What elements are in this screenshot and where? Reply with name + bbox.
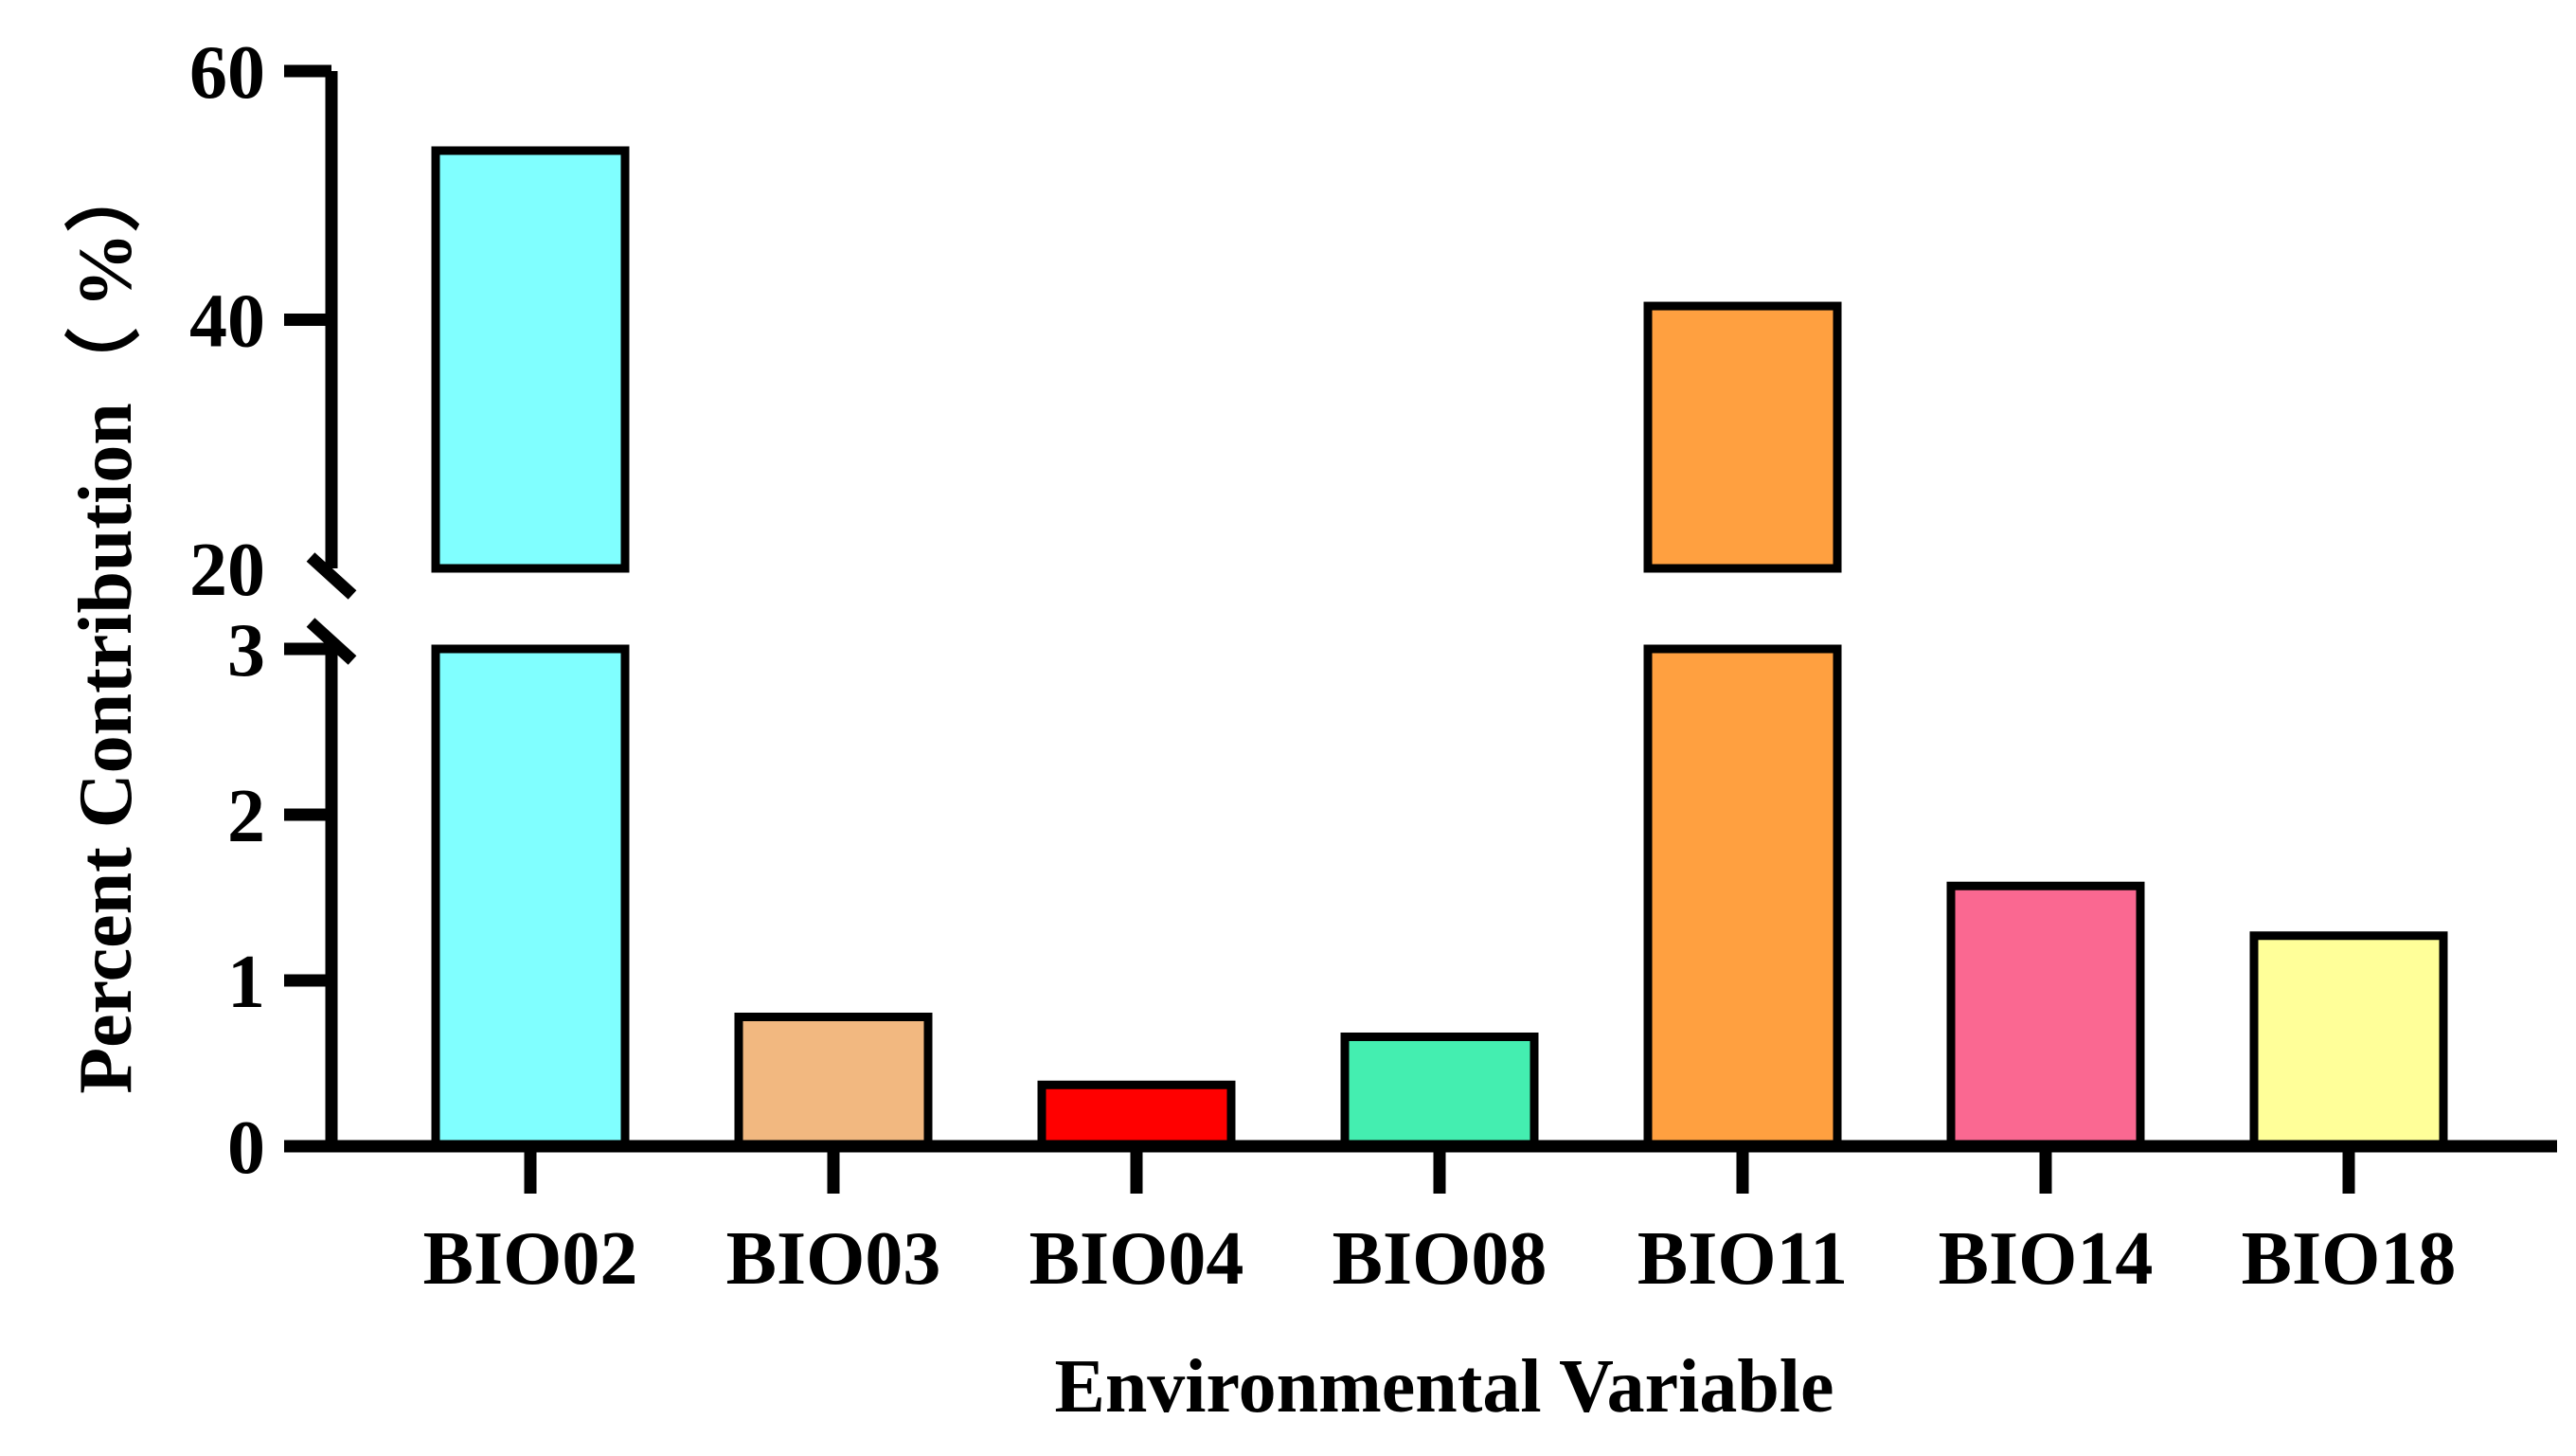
bar-bio11-upper (1643, 301, 1842, 573)
axis-break-mark-upper (306, 552, 357, 600)
axis-break-mark-lower (306, 618, 357, 665)
bar-bio03 (734, 1013, 933, 1151)
x-tick-label-bio02: BIO02 (423, 1217, 638, 1301)
bar-bio08 (1340, 1033, 1539, 1151)
bar-bio14 (1946, 881, 2145, 1151)
chart-marks (350, 146, 2557, 1151)
axis-break-gap (350, 576, 2557, 641)
bar-bio02-lower (431, 644, 630, 1151)
bar-bio18 (2249, 931, 2448, 1151)
x-tick-label-bio03: BIO03 (726, 1217, 941, 1301)
y-tick-label-upper-0: 20 (189, 529, 265, 612)
bar-bio04 (1037, 1080, 1236, 1151)
x-tick-label-bio04: BIO04 (1029, 1217, 1244, 1301)
bar-bio02-upper (431, 146, 630, 573)
x-axis-title: Environmental Variable (1054, 1345, 1834, 1429)
y-tick-label-upper-2: 60 (189, 31, 265, 115)
bar-bio11-lower (1643, 644, 1842, 1151)
chart-labels: Environmental Variable Percent Contribut… (64, 31, 2456, 1429)
y-tick-label-lower-0: 0 (227, 1106, 265, 1190)
x-tick-label-bio14: BIO14 (1939, 1217, 2154, 1301)
y-tick-label-lower-1: 1 (227, 941, 265, 1024)
y-tick-label-upper-1: 40 (189, 280, 265, 364)
chart-axes (284, 64, 2557, 1194)
y-tick-label-lower-2: 2 (227, 775, 265, 858)
x-tick-label-bio11: BIO11 (1637, 1217, 1848, 1301)
y-axis-title: Percent Contribution（ %） (64, 156, 148, 1094)
x-tick-label-bio18: BIO18 (2242, 1217, 2457, 1301)
y-tick-label-lower-3: 3 (227, 609, 265, 692)
x-tick-label-bio08: BIO08 (1333, 1217, 1547, 1301)
